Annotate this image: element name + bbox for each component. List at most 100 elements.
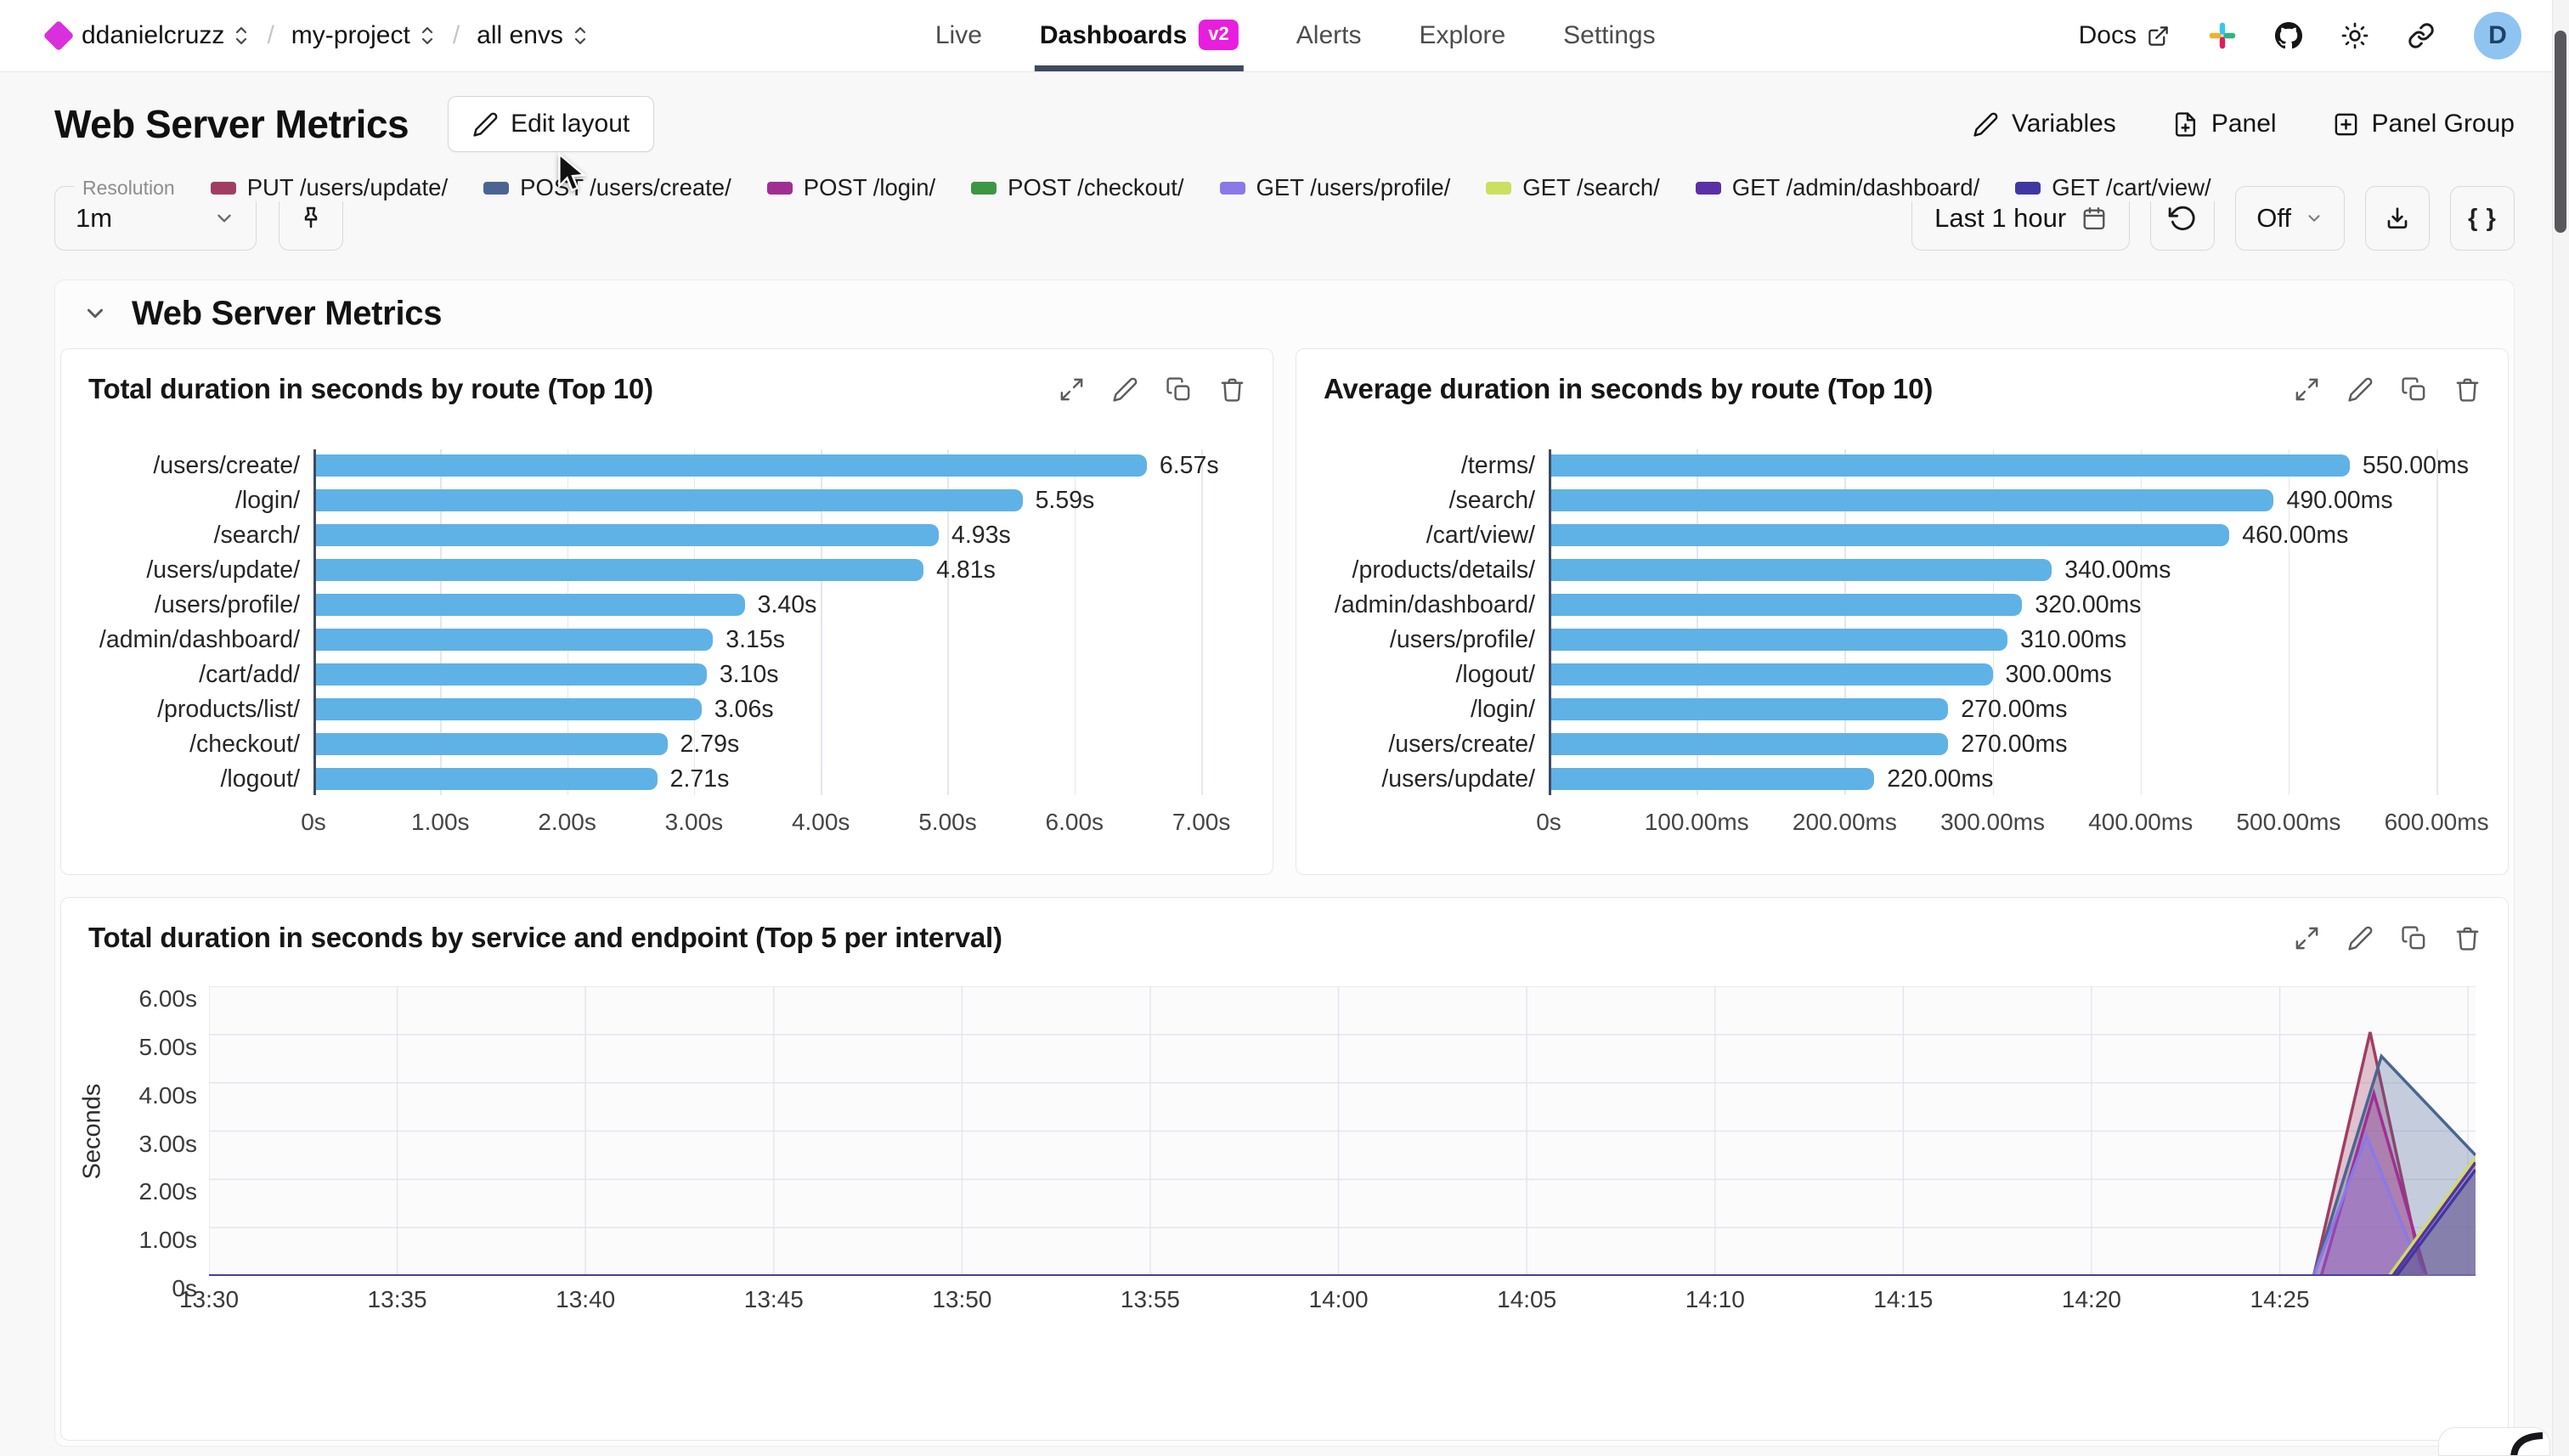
panel-group-title: Web Server Metrics — [132, 294, 443, 332]
theme-sun-icon[interactable] — [2341, 22, 2369, 49]
gridline — [440, 449, 442, 795]
bar-row: 2.71s — [313, 765, 1234, 793]
scrollbar-track[interactable] — [2552, 0, 2569, 1456]
auto-refresh-select[interactable]: Off — [2235, 186, 2345, 251]
file-plus-icon — [2175, 111, 2195, 137]
panel-actions — [1059, 376, 1245, 403]
bar-value-label: 490.00ms — [2286, 486, 2393, 514]
x-tick-label: 14:10 — [1685, 1286, 1745, 1312]
delete-panel-icon[interactable] — [2454, 925, 2481, 951]
delete-panel-icon[interactable] — [1219, 376, 1245, 403]
bar-category-label: /checkout/ — [189, 731, 300, 758]
github-icon[interactable] — [2275, 22, 2302, 49]
bar-category-label: /users/create/ — [153, 452, 300, 479]
bar — [313, 524, 940, 546]
app-logo-icon[interactable] — [42, 20, 75, 52]
legend-item[interactable]: GET /admin/dashboard/ — [1695, 174, 1979, 201]
legend-item[interactable]: POST /users/create/ — [483, 174, 731, 201]
download-button[interactable] — [2365, 186, 2430, 251]
add-panel-group-button[interactable]: Panel Group — [2333, 110, 2515, 138]
bar-value-label: 6.57s — [1159, 451, 1219, 479]
tab-label: Explore — [1419, 21, 1506, 49]
chevron-down-icon — [88, 308, 103, 319]
nav-right-cluster: Docs D — [2079, 12, 2521, 59]
expand-icon[interactable] — [2294, 376, 2320, 403]
delete-panel-icon[interactable] — [2454, 376, 2481, 403]
bar — [1549, 698, 1949, 720]
bar-value-label: 5.59s — [1035, 486, 1095, 514]
docs-link[interactable]: Docs — [2079, 21, 2170, 50]
bar-category-label: /admin/dashboard/ — [1334, 591, 1535, 618]
breadcrumb-item[interactable]: ddanielcruzz — [82, 21, 250, 50]
resolution-select[interactable]: Resolution PUT /users/update/POST /users/… — [54, 174, 2220, 251]
title-actions: Variables Panel Panel Group — [1973, 110, 2515, 138]
breadcrumb-separator: / — [267, 21, 274, 49]
series-area — [209, 1093, 2476, 1276]
tab-live[interactable]: Live — [935, 0, 982, 71]
bar — [313, 698, 702, 720]
legend-item[interactable]: GET /cart/view/ — [2015, 174, 2211, 201]
series-area — [209, 1056, 2476, 1276]
tab-dashboards[interactable]: Dashboards v2 — [1034, 0, 1244, 71]
edit-panel-icon[interactable] — [1112, 376, 1138, 403]
breadcrumb-item[interactable]: all envs — [477, 21, 589, 50]
bar — [313, 489, 1023, 511]
json-view-label: { } — [2468, 204, 2497, 232]
expand-icon[interactable] — [1059, 376, 1085, 403]
avatar[interactable]: D — [2474, 12, 2521, 59]
bar-category-label: /login/ — [234, 487, 300, 514]
bar — [1549, 454, 2350, 477]
gridline — [567, 449, 569, 795]
edit-panel-icon[interactable] — [2347, 925, 2374, 951]
download-icon — [2387, 207, 2408, 229]
legend-item[interactable]: POST /checkout/ — [971, 174, 1184, 201]
bar-row: 340.00ms — [1549, 556, 2469, 584]
expand-icon[interactable] — [2294, 925, 2320, 951]
line-chart-x-ticks: 13:30 13:35 13:40 13:45 13:50 13:55 14:00 14:05… — [179, 1283, 2476, 1320]
pin-icon — [304, 206, 318, 229]
x-tick-label: 300.00ms — [1940, 809, 2046, 835]
json-view-button[interactable]: { } — [2450, 186, 2515, 251]
time-range-label: Last 1 hour — [1934, 203, 2067, 233]
variables-button[interactable]: Variables — [1973, 110, 2116, 138]
x-tick-label: 100.00ms — [1644, 809, 1749, 835]
tab-alerts[interactable]: Alerts — [1296, 0, 1362, 71]
bar-category-label: /products/list/ — [157, 696, 300, 723]
bar-row: 3.15s — [313, 626, 1234, 653]
legend-item[interactable]: GET /search/ — [1486, 174, 1660, 201]
time-range-picker[interactable]: Last 1 hour — [1911, 186, 2131, 251]
bar — [1549, 733, 1949, 755]
series-line — [209, 1158, 2476, 1276]
slack-icon[interactable] — [2209, 22, 2236, 49]
y-tick-label: 3.00s — [138, 1130, 198, 1157]
edit-panel-icon[interactable] — [2347, 376, 2374, 403]
page-title: Web Server Metrics — [54, 102, 409, 146]
selector-icon — [236, 26, 247, 45]
bar-row: 460.00ms — [1549, 522, 2469, 549]
gridline — [2436, 449, 2438, 795]
x-tick-label: 14:25 — [2250, 1286, 2310, 1312]
copy-panel-icon[interactable] — [2401, 925, 2427, 951]
calendar-icon — [2083, 206, 2105, 230]
share-link-icon[interactable] — [2408, 22, 2435, 49]
series-area — [209, 1169, 2476, 1276]
add-panel-button[interactable]: Panel — [2172, 110, 2277, 138]
floating-help-widget[interactable] — [2438, 1427, 2550, 1456]
legend-item[interactable]: PUT /users/update/ — [210, 174, 448, 201]
legend-item[interactable]: POST /login/ — [766, 174, 935, 201]
breadcrumb-item[interactable]: my-project — [291, 21, 436, 50]
chevron-down-icon — [217, 214, 231, 223]
copy-panel-icon[interactable] — [2401, 376, 2427, 403]
tab-settings[interactable]: Settings — [1563, 0, 1655, 71]
bar-chart: /terms/ /search/ /cart/view/ /products/deta… — [1296, 426, 2508, 846]
panel-group-header[interactable]: Web Server Metrics — [55, 280, 2514, 347]
legend-item[interactable]: GET /users/profile/ — [1219, 174, 1450, 201]
title-row: Web Server Metrics Edit layout Variables… — [54, 96, 2515, 152]
x-tick-label: 13:30 — [178, 1286, 240, 1312]
line-chart-y-ticks: 0s 1.00s 2.00s 3.00s 4.00s 5.00s 6.00s — [112, 985, 209, 1301]
copy-panel-icon[interactable] — [1166, 376, 1192, 403]
edit-layout-button[interactable]: Edit layout — [448, 96, 655, 152]
scrollbar-thumb[interactable] — [2555, 31, 2566, 233]
bar-category-label: /terms/ — [1460, 452, 1535, 479]
tab-explore[interactable]: Explore — [1419, 0, 1505, 71]
